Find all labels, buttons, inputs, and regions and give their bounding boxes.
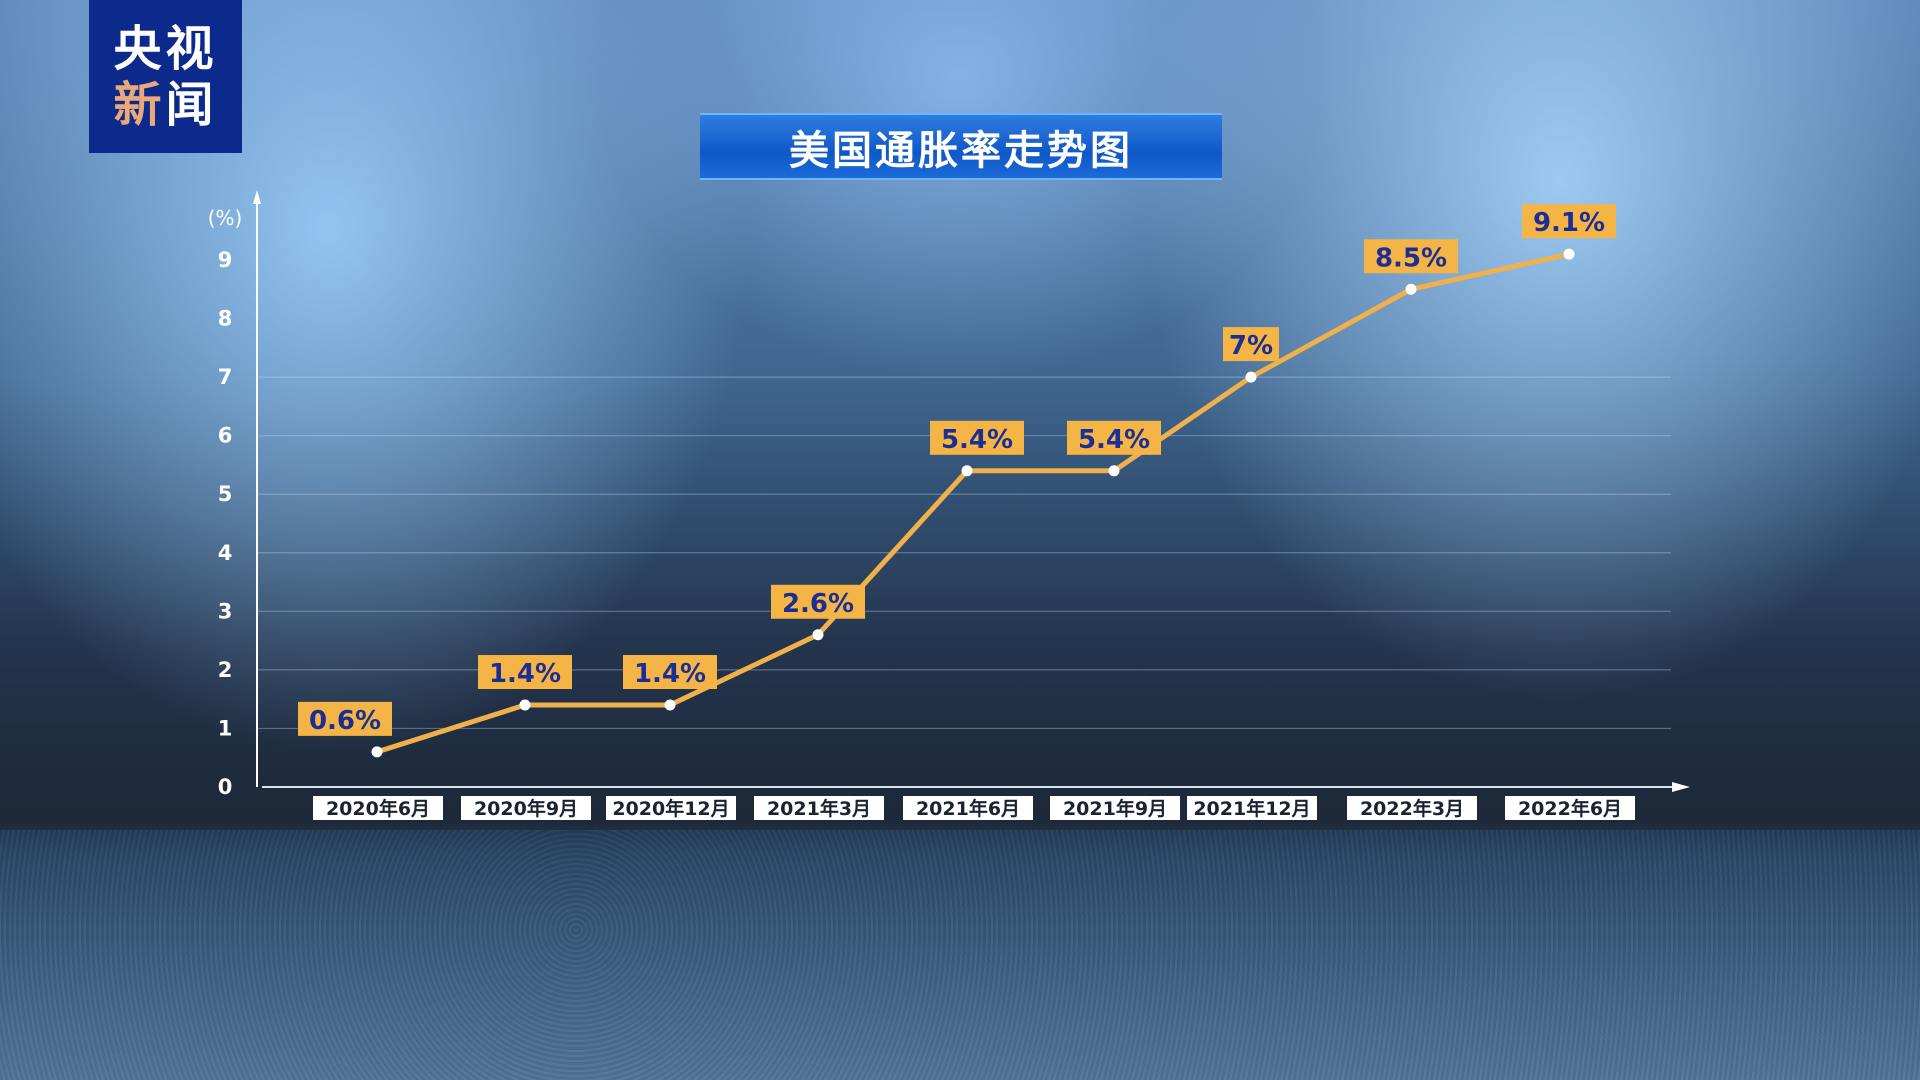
y-axis-unit: (%)	[208, 206, 243, 230]
cctv-news-logo: 央视 新闻	[89, 0, 242, 153]
data-label: 5.4%	[1078, 425, 1150, 455]
y-tick-label: 5	[218, 482, 233, 506]
x-tick-label: 2020年12月	[612, 797, 729, 820]
x-category-box	[1050, 796, 1180, 820]
y-tick-label: 1	[218, 716, 233, 740]
logo-char: 新	[113, 76, 166, 133]
data-label-box	[623, 655, 717, 690]
y-tick-label: 3	[218, 599, 233, 623]
data-label: 9.1%	[1533, 208, 1605, 238]
data-point	[961, 465, 973, 477]
data-label-box	[298, 701, 392, 736]
x-category-box	[1187, 796, 1317, 820]
x-tick-label: 2021年3月	[767, 797, 871, 820]
data-label: 8.5%	[1375, 243, 1447, 273]
x-tick-label: 2020年9月	[474, 797, 578, 820]
x-axis-arrow	[1672, 782, 1690, 792]
logo-line2: 新闻	[113, 77, 217, 133]
data-point	[519, 699, 531, 711]
x-category-box	[903, 796, 1033, 820]
x-category-box	[1505, 796, 1635, 820]
x-tick-label: 2021年9月	[1063, 797, 1167, 820]
data-point	[664, 699, 676, 711]
x-category-box	[461, 796, 591, 820]
y-tick-label: 4	[218, 541, 233, 565]
x-tick-label: 2021年6月	[916, 797, 1020, 820]
logo-char: 闻	[165, 76, 218, 133]
data-label-box	[1223, 327, 1279, 362]
y-tick-label: 7	[218, 365, 233, 389]
data-point	[1405, 283, 1417, 295]
data-label: 2.6%	[782, 589, 854, 619]
data-label-box	[1364, 239, 1458, 274]
y-tick-label: 0	[218, 775, 233, 799]
data-label: 1.4%	[634, 659, 706, 689]
x-tick-label: 2022年3月	[1360, 797, 1464, 820]
data-point	[1245, 371, 1257, 383]
x-category-box	[313, 796, 443, 820]
data-label: 0.6%	[309, 706, 381, 736]
data-label: 5.4%	[941, 425, 1013, 455]
y-tick-label: 2	[218, 658, 233, 682]
y-tick-label: 6	[218, 424, 233, 448]
data-point	[812, 629, 824, 641]
x-tick-label: 2020年6月	[326, 797, 430, 820]
y-tick-label: 9	[218, 248, 233, 272]
floor-background	[0, 830, 1920, 1080]
x-category-box	[606, 796, 736, 820]
logo-line1: 央视	[113, 20, 218, 77]
x-category-box	[1347, 796, 1477, 820]
y-tick-label: 8	[218, 307, 233, 331]
data-label: 7%	[1229, 331, 1273, 361]
data-point	[1563, 248, 1575, 260]
data-label-box	[930, 420, 1024, 455]
x-category-box	[754, 796, 884, 820]
data-point	[1108, 465, 1120, 477]
data-label: 1.4%	[489, 659, 561, 689]
chart-title: 美国通胀率走势图	[700, 113, 1222, 180]
data-label-box	[478, 655, 572, 690]
data-label-box	[1522, 204, 1616, 239]
data-label-box	[1067, 420, 1161, 455]
x-tick-label: 2022年6月	[1518, 797, 1622, 820]
data-point	[371, 746, 383, 758]
y-axis-arrow	[253, 190, 261, 204]
x-tick-label: 2021年12月	[1193, 797, 1310, 820]
data-label-box	[771, 584, 865, 619]
